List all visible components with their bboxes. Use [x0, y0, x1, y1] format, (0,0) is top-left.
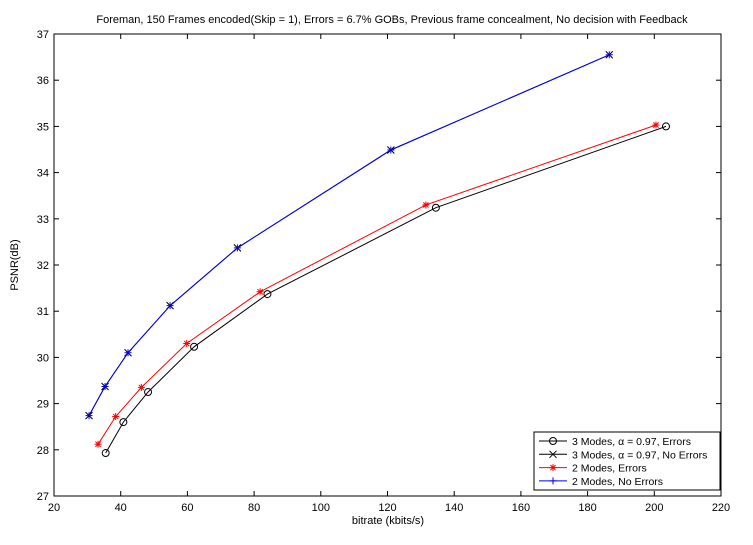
data-point: [166, 302, 174, 310]
series-1: [101, 122, 670, 458]
y-tick-label: 28: [37, 445, 49, 457]
y-tick-label: 29: [37, 399, 49, 411]
plot-area: [53, 33, 722, 497]
x-tick-label: 40: [115, 502, 127, 514]
legend-box: [533, 431, 721, 491]
legend-entry: 3 Modes, α = 0.97, Errors: [539, 436, 691, 448]
data-point: [85, 412, 93, 420]
data-point: [431, 203, 440, 212]
data-point: [119, 418, 128, 427]
x-axis-label: bitrate (kbits/s): [352, 515, 424, 527]
x-tick-label: 120: [378, 502, 396, 514]
legend-label: 3 Modes, α = 0.97, No Errors: [572, 449, 707, 461]
y-tick-label: 32: [37, 260, 49, 272]
legend-label: 2 Modes, No Errors: [572, 476, 663, 488]
legend-entry: 3 Modes, α = 0.97, No Errors: [539, 449, 707, 461]
data-point: [190, 342, 199, 351]
y-tick-label: 33: [37, 214, 49, 226]
x-tick-label: 20: [48, 502, 60, 514]
x-tick-label: 140: [445, 502, 463, 514]
y-tick-label: 27: [37, 491, 49, 503]
data-point: [256, 288, 264, 296]
series-line: [105, 125, 667, 454]
data-point: [661, 122, 670, 131]
series-3: [94, 121, 660, 448]
data-point: [422, 201, 430, 209]
chart-title: Foreman, 150 Frames encoded(Skip = 1), E…: [96, 14, 688, 26]
y-tick-label: 31: [37, 306, 49, 318]
data-point: [233, 244, 241, 252]
x-tick-label: 200: [645, 502, 663, 514]
series-layer: [85, 50, 670, 458]
x-tick-label: 100: [312, 502, 330, 514]
data-point: [101, 449, 110, 458]
data-point: [183, 340, 191, 348]
y-tick-label: 37: [37, 29, 49, 41]
data-point: [94, 440, 102, 448]
y-tick-label: 34: [37, 168, 49, 180]
data-point: [263, 290, 272, 299]
y-tick-label: 36: [37, 75, 49, 87]
data-point: [101, 383, 109, 391]
legend-entry: 2 Modes, No Errors: [539, 476, 663, 488]
x-tick-label: 180: [578, 502, 596, 514]
data-point: [652, 121, 660, 129]
data-point: [112, 413, 120, 421]
legend-entry: 2 Modes, Errors: [539, 463, 647, 475]
y-axis-label: PSNR(dB): [9, 239, 21, 290]
x-tick-label: 220: [712, 502, 730, 514]
axis-ticks: 20 40 60 80 100 120 140 160 180 200 220 27 28 29 30 31 3…: [37, 29, 730, 514]
legend-marker: [549, 450, 557, 459]
data-point: [144, 388, 153, 397]
y-tick-label: 35: [37, 121, 49, 133]
x-tick-label: 160: [512, 502, 530, 514]
legend-marker: [549, 437, 557, 445]
data-point: [605, 51, 613, 59]
legend-marker: [549, 464, 557, 472]
data-point: [124, 349, 132, 357]
legend-marker: [549, 477, 557, 485]
x-tick-label: 80: [248, 502, 260, 514]
x-tick-label: 60: [181, 502, 193, 514]
series-4: [85, 51, 613, 420]
legend-label: 2 Modes, Errors: [572, 463, 647, 475]
data-point: [387, 146, 395, 154]
y-tick-label: 30: [37, 352, 49, 364]
legend-label: 3 Modes, α = 0.97, Errors: [572, 436, 691, 448]
data-point: [137, 383, 145, 391]
